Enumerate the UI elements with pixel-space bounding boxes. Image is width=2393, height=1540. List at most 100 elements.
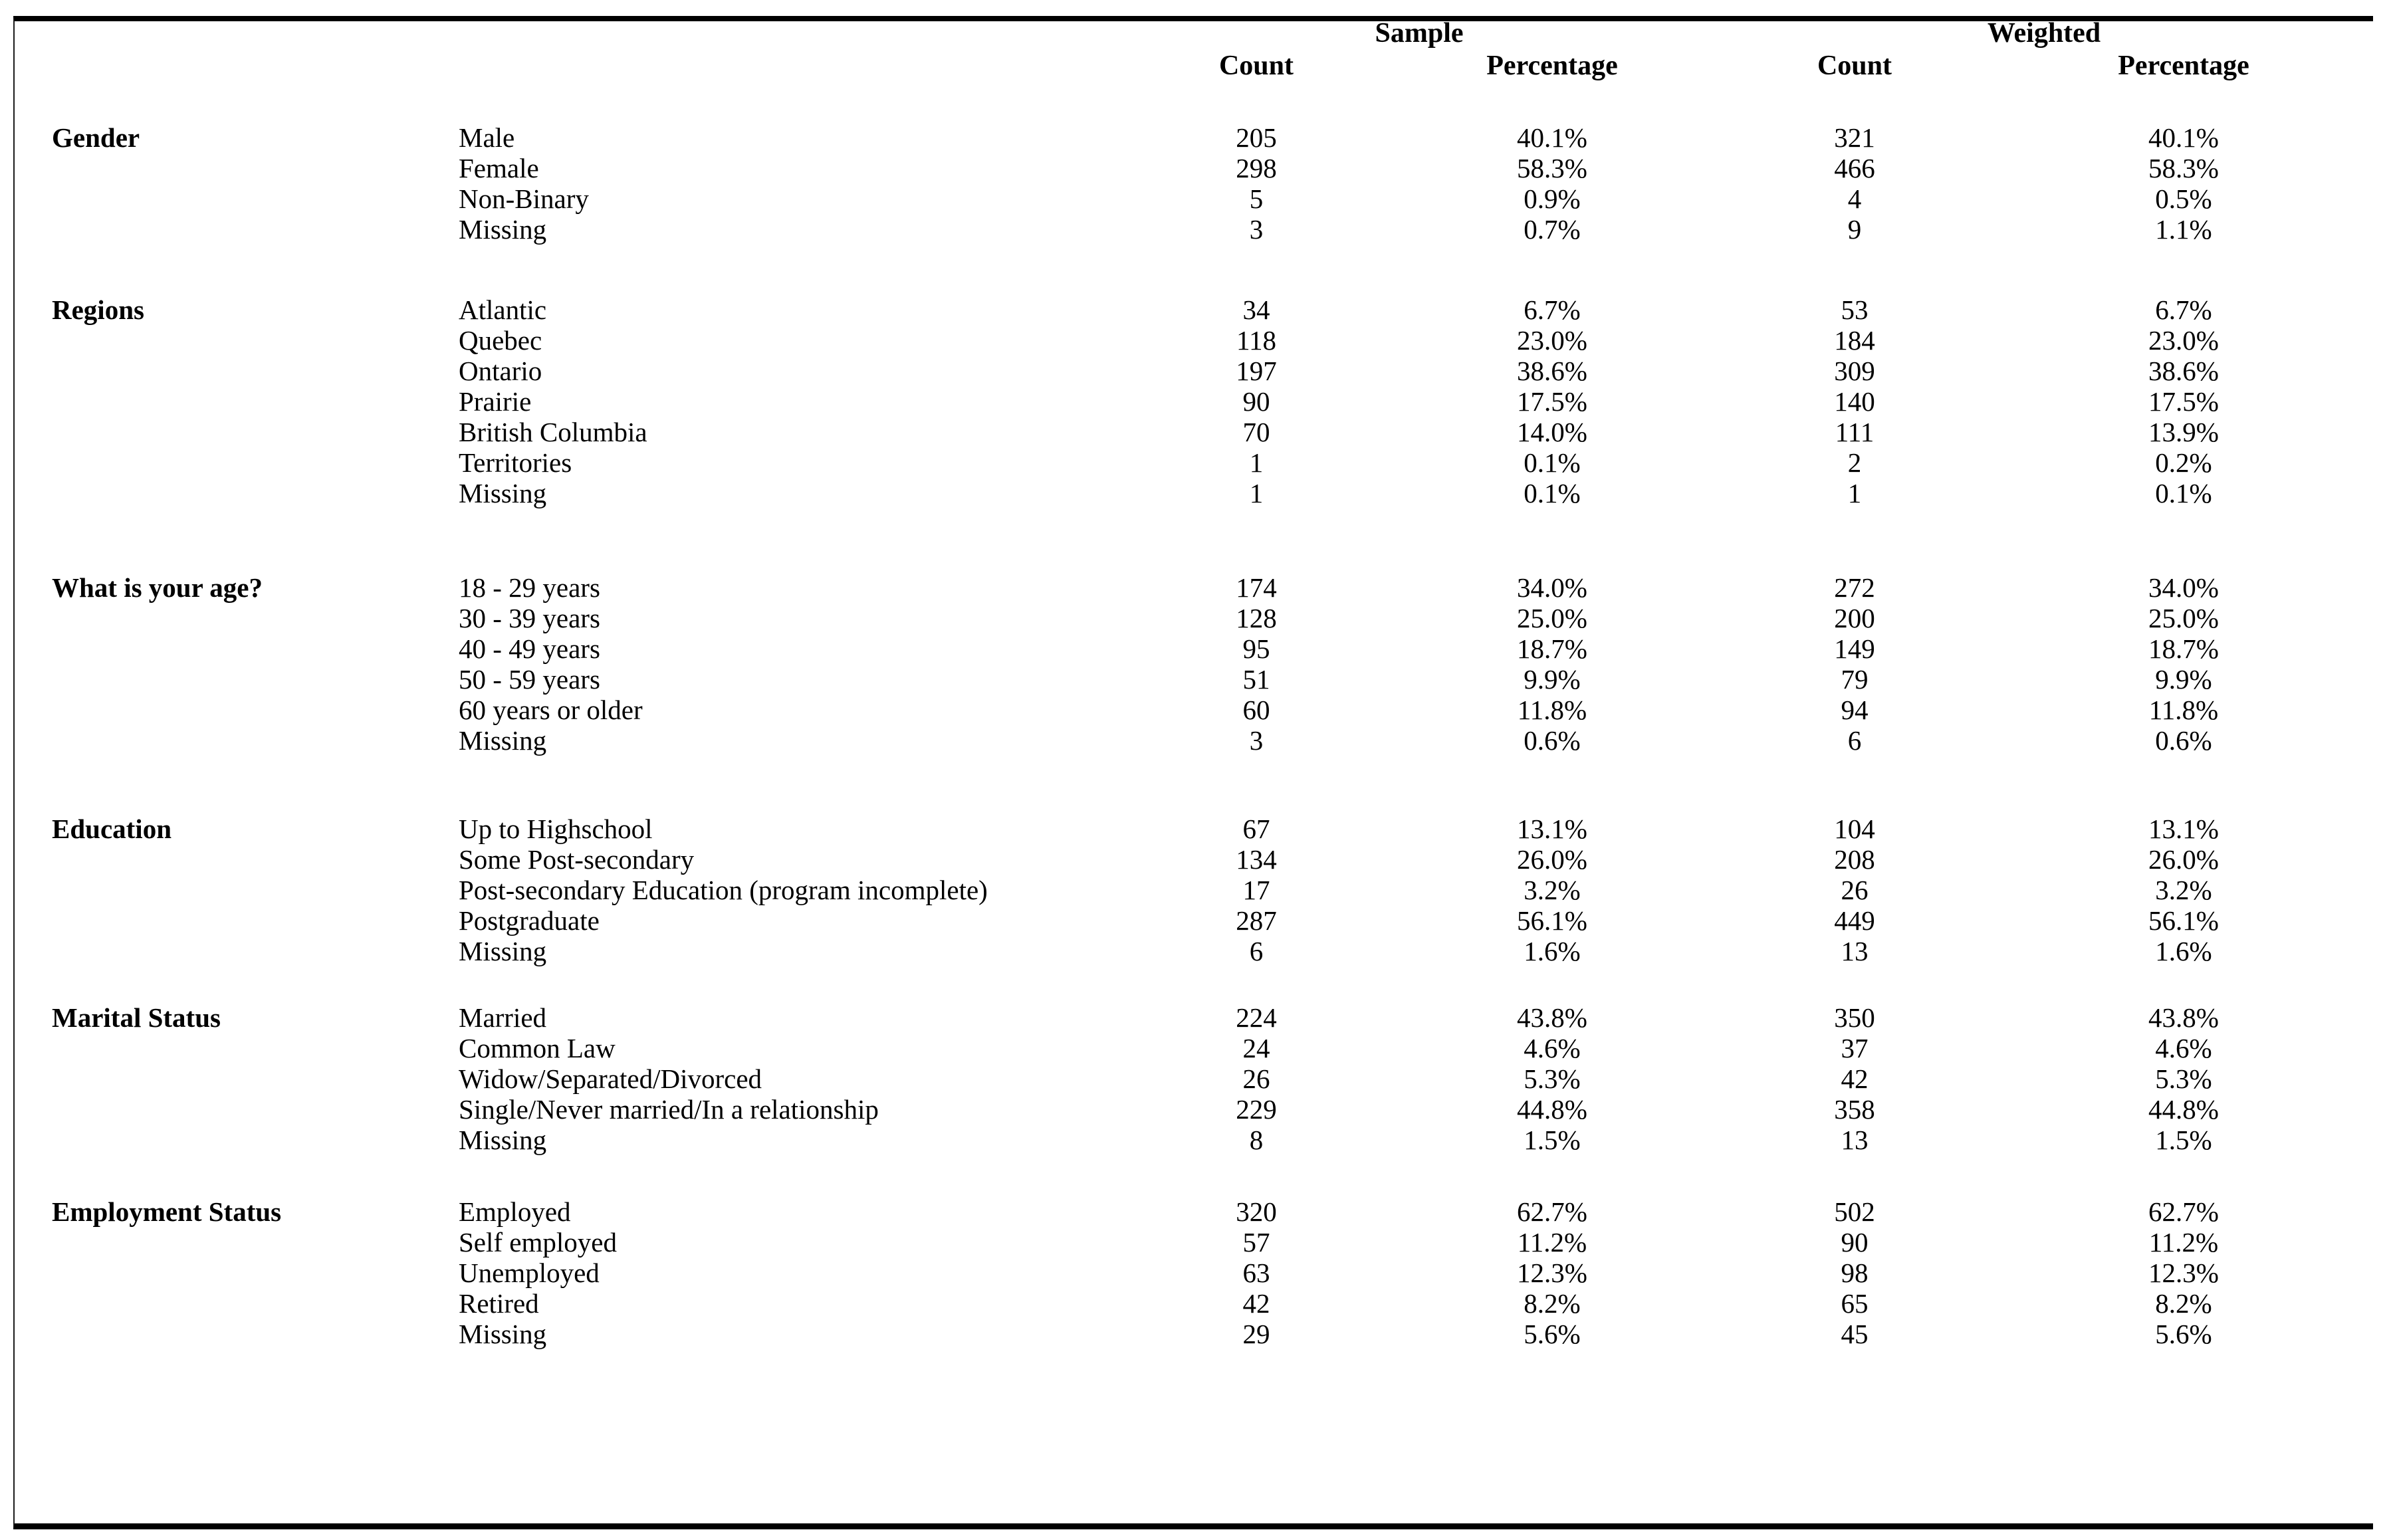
weighted-percentage: 5.6% — [2155, 1319, 2212, 1349]
category-label: Regions — [52, 294, 144, 325]
table-row: Gender Male 205 40.1% 321 40.1% — [15, 122, 2373, 153]
sample-count: 34 — [1242, 294, 1270, 325]
row-label: 40 - 49 years — [459, 633, 600, 664]
subheader-spacer — [459, 51, 1123, 81]
weighted-count: 111 — [1835, 417, 1875, 447]
weighted-percentage: 0.5% — [2155, 183, 2212, 214]
table-row: Regions Atlantic 34 6.7% 53 6.7% — [15, 294, 2373, 325]
category-label — [15, 1319, 459, 1349]
weighted-count: 1 — [1847, 478, 1862, 508]
category-label — [15, 875, 459, 905]
sample-count: 1 — [1249, 478, 1264, 508]
sample-percentage: 0.1% — [1524, 447, 1581, 478]
sample-count-header: Count — [1218, 51, 1294, 81]
sample-count: 197 — [1236, 356, 1277, 386]
category-label — [15, 1227, 459, 1258]
weighted-count: 321 — [1834, 122, 1875, 153]
table-row: What is your age? 18 - 29 years 174 34.0% 27… — [15, 572, 2373, 603]
table-section: Education Up to Highschool 67 13.1% 104 13.1%… — [15, 814, 2373, 966]
table-row: Some Post-secondary 134 26.0% 208 26.0% — [15, 844, 2373, 875]
weighted-percentage: 11.2% — [2148, 1227, 2219, 1258]
category-label: Education — [52, 814, 171, 844]
sample-count: 224 — [1236, 1002, 1277, 1033]
table-row: Non-Binary 5 0.9% 4 0.5% — [15, 183, 2373, 214]
row-label: Ontario — [459, 356, 542, 386]
row-label: 60 years or older — [459, 695, 643, 725]
weighted-group-header: Weighted — [1987, 18, 2101, 49]
weighted-percentage: 3.2% — [2155, 875, 2212, 905]
row-label: Post-secondary Education (program incomp… — [459, 875, 988, 905]
table-section: Marital Status Married 224 43.8% 350 43.8% Com… — [15, 1002, 2373, 1155]
row-label: Retired — [459, 1288, 539, 1319]
weighted-percentage: 34.0% — [2148, 572, 2219, 603]
row-label: 18 - 29 years — [459, 572, 600, 603]
weighted-count: 200 — [1834, 603, 1875, 633]
category-label — [15, 1094, 459, 1125]
weighted-count: 53 — [1841, 294, 1869, 325]
row-label: Up to Highschool — [459, 814, 653, 844]
table-row: 60 years or older 60 11.8% 94 11.8% — [15, 695, 2373, 725]
weighted-count: 79 — [1841, 664, 1869, 695]
sample-percentage: 44.8% — [1517, 1094, 1587, 1125]
table-row: Common Law 24 4.6% 37 4.6% — [15, 1033, 2373, 1063]
sample-percentage: 4.6% — [1524, 1033, 1581, 1063]
weighted-count: 449 — [1834, 905, 1875, 936]
sample-percentage: 56.1% — [1517, 905, 1587, 936]
weighted-percentage: 23.0% — [2148, 325, 2219, 356]
row-label: 30 - 39 years — [459, 603, 600, 633]
sample-count: 229 — [1236, 1094, 1277, 1125]
row-label: Common Law — [459, 1033, 616, 1063]
sample-percentage: 13.1% — [1517, 814, 1587, 844]
category-label — [15, 447, 459, 478]
category-label — [15, 1063, 459, 1094]
sample-percentage: 40.1% — [1517, 122, 1587, 153]
weighted-count: 208 — [1834, 844, 1875, 875]
row-label: Prairie — [459, 386, 532, 417]
row-label: Missing — [459, 478, 547, 508]
subheader-spacer — [15, 51, 459, 81]
sample-count: 63 — [1242, 1258, 1270, 1288]
weighted-percentage: 4.6% — [2155, 1033, 2212, 1063]
sample-count: 70 — [1242, 417, 1270, 447]
row-label: Self employed — [459, 1227, 617, 1258]
demographics-table: Sample Weighted Count Percentage Count P… — [13, 16, 2373, 1529]
category-label — [15, 153, 459, 183]
weighted-count: 184 — [1834, 325, 1875, 356]
table-header-groups: Sample Weighted — [15, 18, 2373, 49]
sample-percentage: 62.7% — [1517, 1196, 1587, 1227]
table-row: Unemployed 63 12.3% 98 12.3% — [15, 1258, 2373, 1288]
table-row: Ontario 197 38.6% 309 38.6% — [15, 356, 2373, 386]
sample-count: 1 — [1249, 447, 1264, 478]
sample-percentage: 3.2% — [1524, 875, 1581, 905]
weighted-count: 272 — [1834, 572, 1875, 603]
weighted-percentage: 62.7% — [2148, 1196, 2219, 1227]
sample-percentage: 12.3% — [1517, 1258, 1587, 1288]
sample-percentage: 43.8% — [1517, 1002, 1587, 1033]
category-label: What is your age? — [52, 572, 263, 603]
row-label: Female — [459, 153, 539, 183]
sample-count: 95 — [1242, 633, 1270, 664]
table-row: Missing 1 0.1% 1 0.1% — [15, 478, 2373, 508]
table-row: Education Up to Highschool 67 13.1% 104 13.1% — [15, 814, 2373, 844]
sample-count: 320 — [1236, 1196, 1277, 1227]
row-label: Some Post-secondary — [459, 844, 695, 875]
weighted-count: 65 — [1841, 1288, 1869, 1319]
weighted-percentage: 56.1% — [2148, 905, 2219, 936]
sample-count: 298 — [1236, 153, 1277, 183]
sample-percentage: 1.6% — [1524, 936, 1581, 966]
weighted-count: 13 — [1841, 1125, 1869, 1155]
sample-count: 57 — [1242, 1227, 1270, 1258]
weighted-percentage: 9.9% — [2155, 664, 2212, 695]
table-row: Territories 1 0.1% 2 0.2% — [15, 447, 2373, 478]
sample-percentage: 14.0% — [1517, 417, 1587, 447]
sample-percentage: 6.7% — [1524, 294, 1581, 325]
table-row: 40 - 49 years 95 18.7% 149 18.7% — [15, 633, 2373, 664]
category-label — [15, 1288, 459, 1319]
category-label — [15, 214, 459, 245]
category-label — [15, 844, 459, 875]
sample-percentage: 0.1% — [1524, 478, 1581, 508]
category-label — [15, 725, 459, 756]
row-label: 50 - 59 years — [459, 664, 600, 695]
sample-count: 90 — [1242, 386, 1270, 417]
weighted-count: 4 — [1847, 183, 1862, 214]
